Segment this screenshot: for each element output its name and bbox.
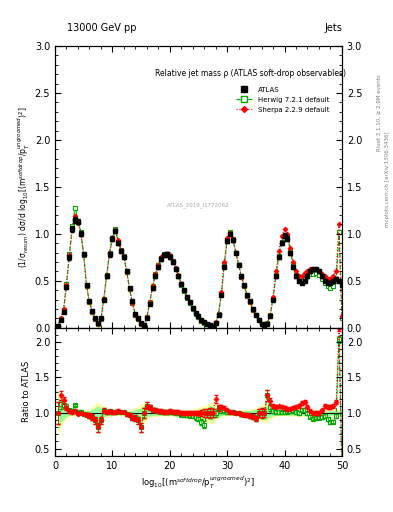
Legend: ATLAS, Herwig 7.2.1 default, Sherpa 2.2.9 default: ATLAS, Herwig 7.2.1 default, Sherpa 2.2.… xyxy=(233,83,333,115)
Text: ATLAS_2019_I1772062: ATLAS_2019_I1772062 xyxy=(167,203,230,208)
Y-axis label: (1/σ$_{resum}$) dσ/d log$_{10}$[(m$^{soft drop}$/p$_T^{ungroomed}$)$^2$]: (1/σ$_{resum}$) dσ/d log$_{10}$[(m$^{sof… xyxy=(16,106,32,268)
Y-axis label: Ratio to ATLAS: Ratio to ATLAS xyxy=(22,361,31,422)
Text: Relative jet mass ρ (ATLAS soft-drop observables): Relative jet mass ρ (ATLAS soft-drop obs… xyxy=(156,69,347,78)
Text: Jets: Jets xyxy=(324,23,342,33)
Text: Rivet 3.1.10, ≥ 2.9M events: Rivet 3.1.10, ≥ 2.9M events xyxy=(377,74,382,151)
X-axis label: log$_{10}$[(m$^{soft drop}$/p$_T^{ungroomed}$)$^2$]: log$_{10}$[(m$^{soft drop}$/p$_T^{ungroo… xyxy=(141,475,255,491)
Text: mcplots.cern.ch [arXiv:1306.3436]: mcplots.cern.ch [arXiv:1306.3436] xyxy=(385,132,389,227)
Text: 13000 GeV pp: 13000 GeV pp xyxy=(67,23,136,33)
